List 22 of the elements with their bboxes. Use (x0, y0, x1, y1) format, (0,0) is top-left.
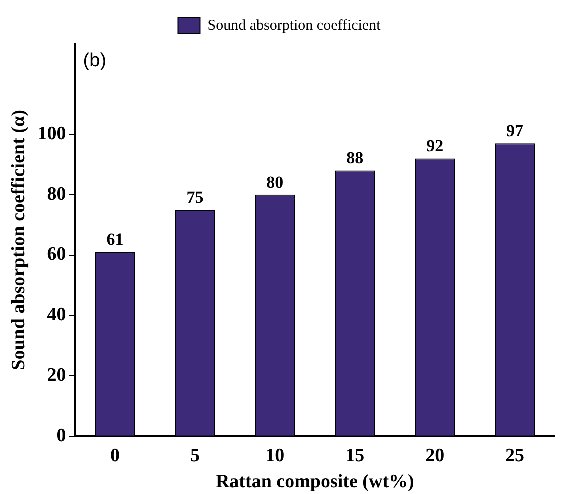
legend-label: Sound absorption coefficient (208, 18, 382, 34)
x-tick-label: 25 (506, 446, 525, 467)
y-tick-label: 80 (47, 184, 66, 205)
y-tick-label: 100 (38, 123, 66, 144)
x-tick-label: 20 (426, 446, 445, 467)
data-label: 80 (266, 172, 284, 192)
data-label: 88 (346, 148, 364, 168)
x-axis-title: Rattan composite (wt%) (216, 472, 414, 493)
data-label: 61 (106, 230, 124, 250)
y-tick-label: 60 (47, 244, 66, 266)
data-label: 75 (186, 188, 204, 207)
x-tick-label: 15 (346, 446, 365, 467)
x-tick-label: 0 (110, 446, 120, 467)
y-tick-label: 0 (56, 425, 66, 446)
data-label: 97 (506, 122, 524, 140)
x-tick-label: 5 (190, 446, 200, 467)
y-axis-title: Sound absorption coefficient (α) (8, 110, 30, 370)
annotation: (b) (83, 50, 107, 72)
y-tick-label: 20 (47, 364, 66, 386)
data-label: 92 (426, 136, 444, 156)
x-tick-label: 10 (266, 446, 285, 467)
y-tick-label: 40 (47, 304, 66, 326)
